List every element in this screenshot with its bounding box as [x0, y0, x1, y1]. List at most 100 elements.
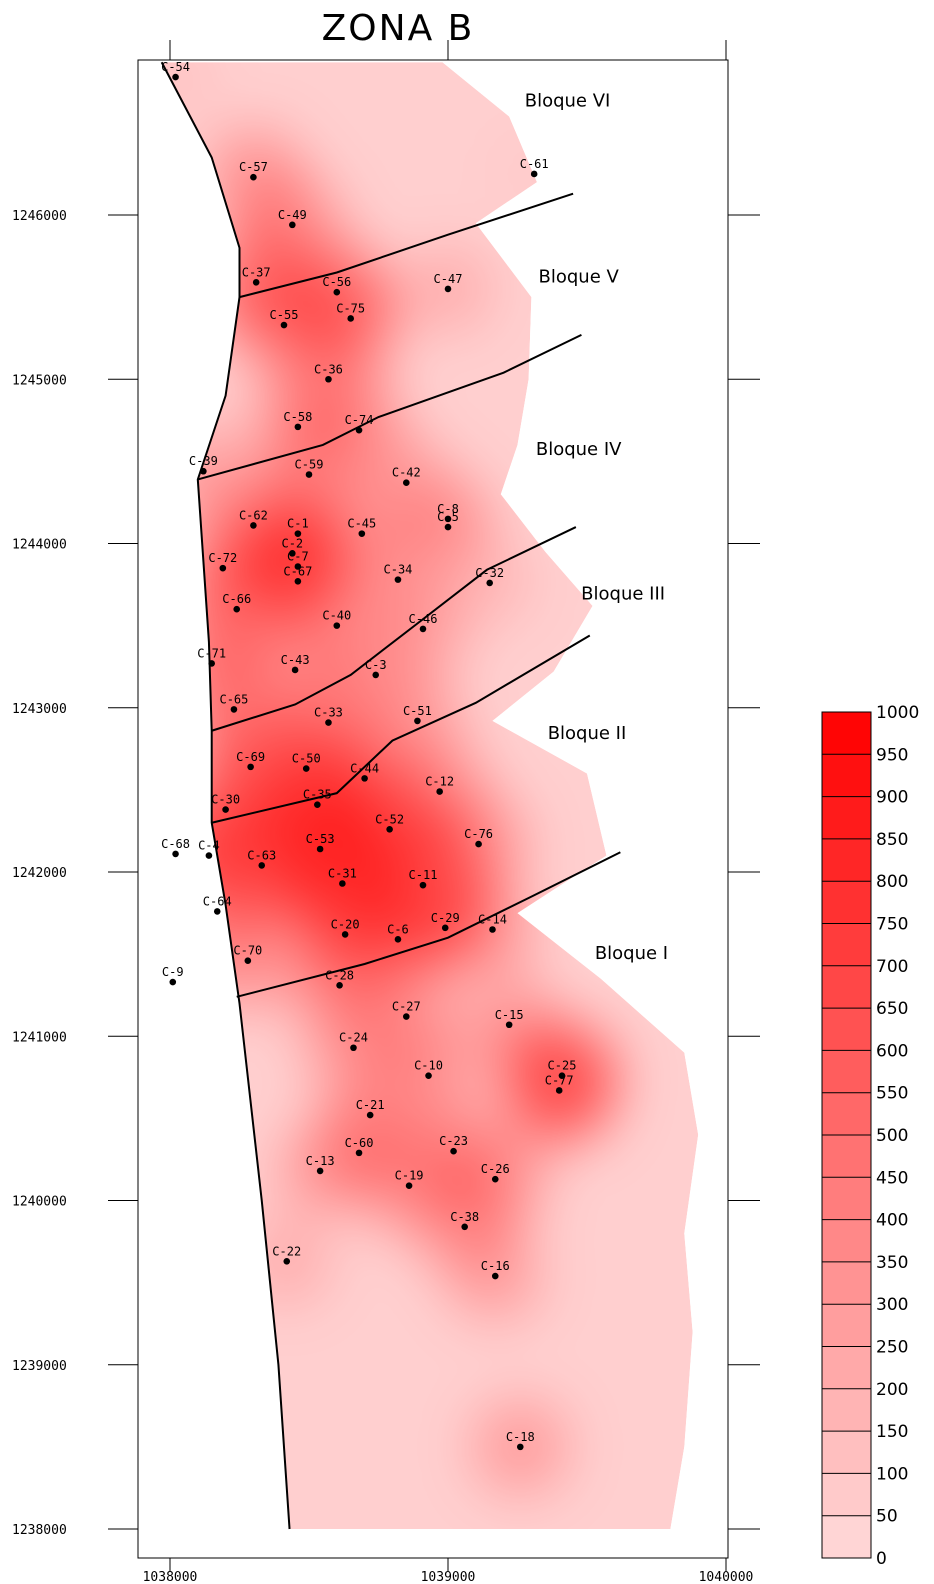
- well-marker: [425, 1072, 432, 1079]
- well-c-1: C-1: [287, 517, 309, 537]
- legend-swatch: [822, 965, 871, 1009]
- legend-label: 50: [876, 1507, 898, 1527]
- well-label: C-62: [239, 508, 268, 522]
- well-marker: [491, 1272, 499, 1280]
- well-label: C-57: [239, 160, 268, 174]
- well-marker: [172, 850, 179, 858]
- x-tick-label: 1040000: [699, 1570, 754, 1584]
- well-label: C-71: [197, 646, 226, 660]
- well-label: C-59: [295, 458, 324, 472]
- legend-label: 900: [876, 788, 908, 808]
- well-marker: [200, 467, 207, 475]
- well-marker: [283, 1257, 291, 1265]
- well-label: C-15: [495, 1008, 524, 1022]
- well-marker: [486, 579, 494, 587]
- well-marker: [555, 1087, 563, 1094]
- well-c-53: C-53: [306, 832, 335, 853]
- block-label: Bloque I: [595, 943, 668, 964]
- well-label: C-42: [392, 466, 421, 480]
- well-marker: [336, 982, 343, 989]
- well-c-39: C-39: [189, 454, 218, 475]
- well-label: C-34: [384, 563, 413, 577]
- well-c-60: C-60: [345, 1136, 373, 1157]
- well-label: C-30: [211, 793, 240, 807]
- well-c-10: C-10: [414, 1059, 443, 1079]
- well-label: C-32: [475, 566, 504, 580]
- well-c-38: C-38: [450, 1210, 479, 1231]
- well-c-45: C-45: [347, 517, 376, 537]
- well-marker: [394, 936, 402, 943]
- well-label: C-40: [322, 609, 351, 623]
- well-label: C-22: [272, 1244, 301, 1258]
- well-c-29: C-29: [431, 911, 460, 932]
- block-fault-line: [211, 634, 591, 824]
- well-c-69: C-69: [236, 750, 265, 771]
- well-c-27: C-27: [392, 1000, 421, 1020]
- well-label: C-45: [347, 517, 376, 531]
- block-labels: Bloque VI Bloque V Bloque IV Bloque III Bloq…: [525, 91, 668, 964]
- well-marker: [461, 1223, 468, 1231]
- legend-label: 500: [876, 1126, 908, 1146]
- well-marker: [441, 924, 449, 932]
- west-boundary-line: [160, 61, 291, 1530]
- well-marker: [302, 765, 310, 772]
- well-c-68: C-68: [161, 837, 190, 858]
- well-marker: [294, 563, 302, 570]
- x-tick-label: 1039000: [421, 1570, 476, 1584]
- well-label: C-18: [506, 1430, 535, 1444]
- plot-area: C-54 C-57 C-61 C-49 C-37 C-56 C-47 C-75 C-55 C-36…: [108, 40, 760, 1572]
- well-marker: [219, 564, 227, 572]
- well-marker: [436, 788, 443, 795]
- well-label: C-56: [322, 275, 351, 289]
- y-tick-label: 1245000: [12, 373, 67, 388]
- well-c-28: C-28: [325, 968, 354, 989]
- well-c-55: C-55: [270, 308, 298, 329]
- well-c-71: C-71: [197, 646, 226, 667]
- well-marker: [233, 605, 241, 613]
- well-label: C-66: [222, 592, 251, 606]
- well-c-16: C-16: [481, 1259, 510, 1280]
- legend-swatch: [822, 838, 871, 882]
- well-marker: [213, 908, 221, 915]
- legend-swatch: [822, 754, 871, 798]
- legend-swatch: [822, 1304, 871, 1347]
- well-label: C-14: [478, 912, 507, 926]
- well-marker: [444, 515, 452, 523]
- well-marker: [222, 806, 229, 813]
- well-marker: [250, 522, 257, 529]
- well-label: C-61: [520, 157, 549, 171]
- well-label: C-43: [281, 653, 310, 667]
- well-label: C-75: [336, 301, 365, 315]
- legend-swatch: [822, 712, 871, 755]
- well-label: C-7: [287, 549, 309, 563]
- well-marker: [205, 852, 213, 859]
- well-c-13: C-13: [306, 1154, 335, 1175]
- well-marker: [280, 321, 288, 329]
- block-label: Bloque V: [539, 266, 620, 287]
- well-label: C-46: [409, 612, 438, 626]
- well-label: C-21: [356, 1098, 385, 1112]
- well-c-18: C-18: [506, 1430, 535, 1451]
- axis-labels: 1238000 1239000 1240000 1241000 1242000 12430…: [12, 209, 753, 1584]
- block-faults: [160, 61, 621, 1530]
- well-marker: [316, 1167, 324, 1175]
- well-marker: [414, 717, 421, 725]
- well-label: C-52: [375, 812, 404, 826]
- legend-swatch: [822, 1177, 871, 1221]
- well-marker: [405, 1182, 413, 1190]
- well-label: C-77: [545, 1073, 574, 1087]
- well-c-26: C-26: [481, 1162, 510, 1183]
- well-c-50: C-50: [292, 752, 321, 772]
- well-label: C-16: [481, 1259, 510, 1273]
- well-marker: [172, 73, 179, 81]
- well-label: C-33: [314, 706, 343, 720]
- well-label: C-27: [392, 1000, 421, 1014]
- block-label: Bloque VI: [525, 91, 611, 112]
- well-label: C-11: [409, 868, 438, 882]
- well-c-19: C-19: [395, 1169, 424, 1190]
- well-marker: [294, 530, 302, 537]
- well-label: C-10: [414, 1059, 443, 1073]
- well-marker: [247, 763, 254, 771]
- well-marker: [366, 1111, 374, 1119]
- well-label: C-39: [189, 454, 218, 468]
